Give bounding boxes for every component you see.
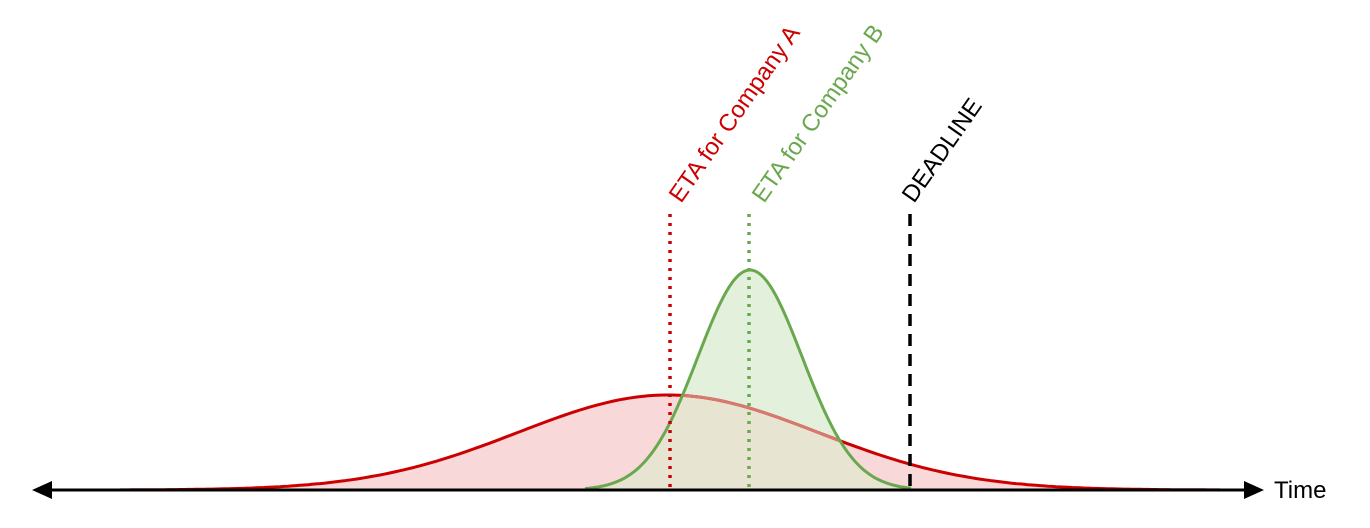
deadline-label: DEADLINE	[897, 94, 988, 208]
time-axis-label: Time	[1274, 477, 1326, 504]
axis-arrow-right-icon	[1244, 481, 1264, 499]
axis-arrow-left-icon	[32, 481, 52, 499]
overlap-region-fill	[585, 395, 911, 490]
time-axis: Time	[32, 477, 1326, 504]
